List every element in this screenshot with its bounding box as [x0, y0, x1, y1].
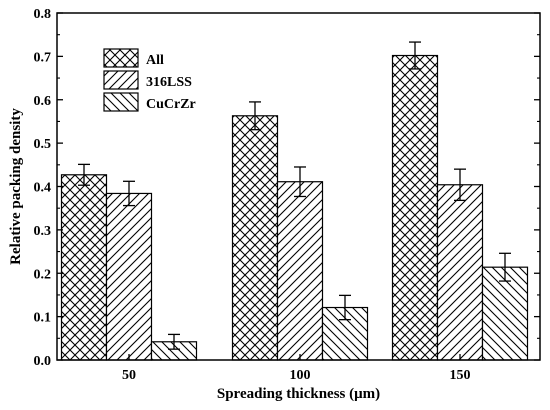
bar-all-100: [231, 115, 279, 361]
y-axis-title: Relative packing density: [8, 108, 24, 265]
y-tick-label: 0.7: [34, 50, 52, 65]
bar-all-50: [60, 174, 108, 361]
y-tick-label: 0.3: [34, 224, 52, 239]
plot-area: 0.0 0.1 0.2 0.3 0.4 0.5 0.6 0.7 0.8 50 100 150 All 31…: [34, 7, 541, 383]
x-tick-label: 100: [290, 368, 311, 383]
legend-label-316lss: 316LSS: [146, 75, 192, 90]
y-tick-label: 0.0: [34, 354, 52, 369]
x-tick-label: 50: [122, 368, 136, 383]
bar-316lss-150: [436, 184, 484, 361]
legend-swatch-316lss: [103, 70, 139, 90]
x-axis-title: Spreading thickness (μm): [217, 386, 380, 402]
legend-label-all: All: [146, 53, 164, 68]
legend-swatch-all: [103, 48, 139, 68]
y-tick-label: 0.2: [34, 267, 52, 282]
x-tick-label: 150: [450, 368, 471, 383]
legend-swatch-cucrzr: [103, 92, 139, 112]
bar-316lss-50: [105, 192, 153, 361]
bar-316lss-100: [276, 181, 324, 361]
y-tick-label: 0.5: [34, 137, 52, 152]
bar-cucrzr-150: [481, 266, 529, 361]
y-tick-label: 0.4: [34, 181, 52, 196]
y-tick-label: 0.1: [34, 311, 52, 326]
y-tick-label: 0.6: [34, 94, 52, 109]
legend-label-cucrzr: CuCrZr: [146, 97, 196, 112]
bar-all-150: [391, 54, 439, 361]
y-tick-label: 0.8: [34, 7, 52, 22]
